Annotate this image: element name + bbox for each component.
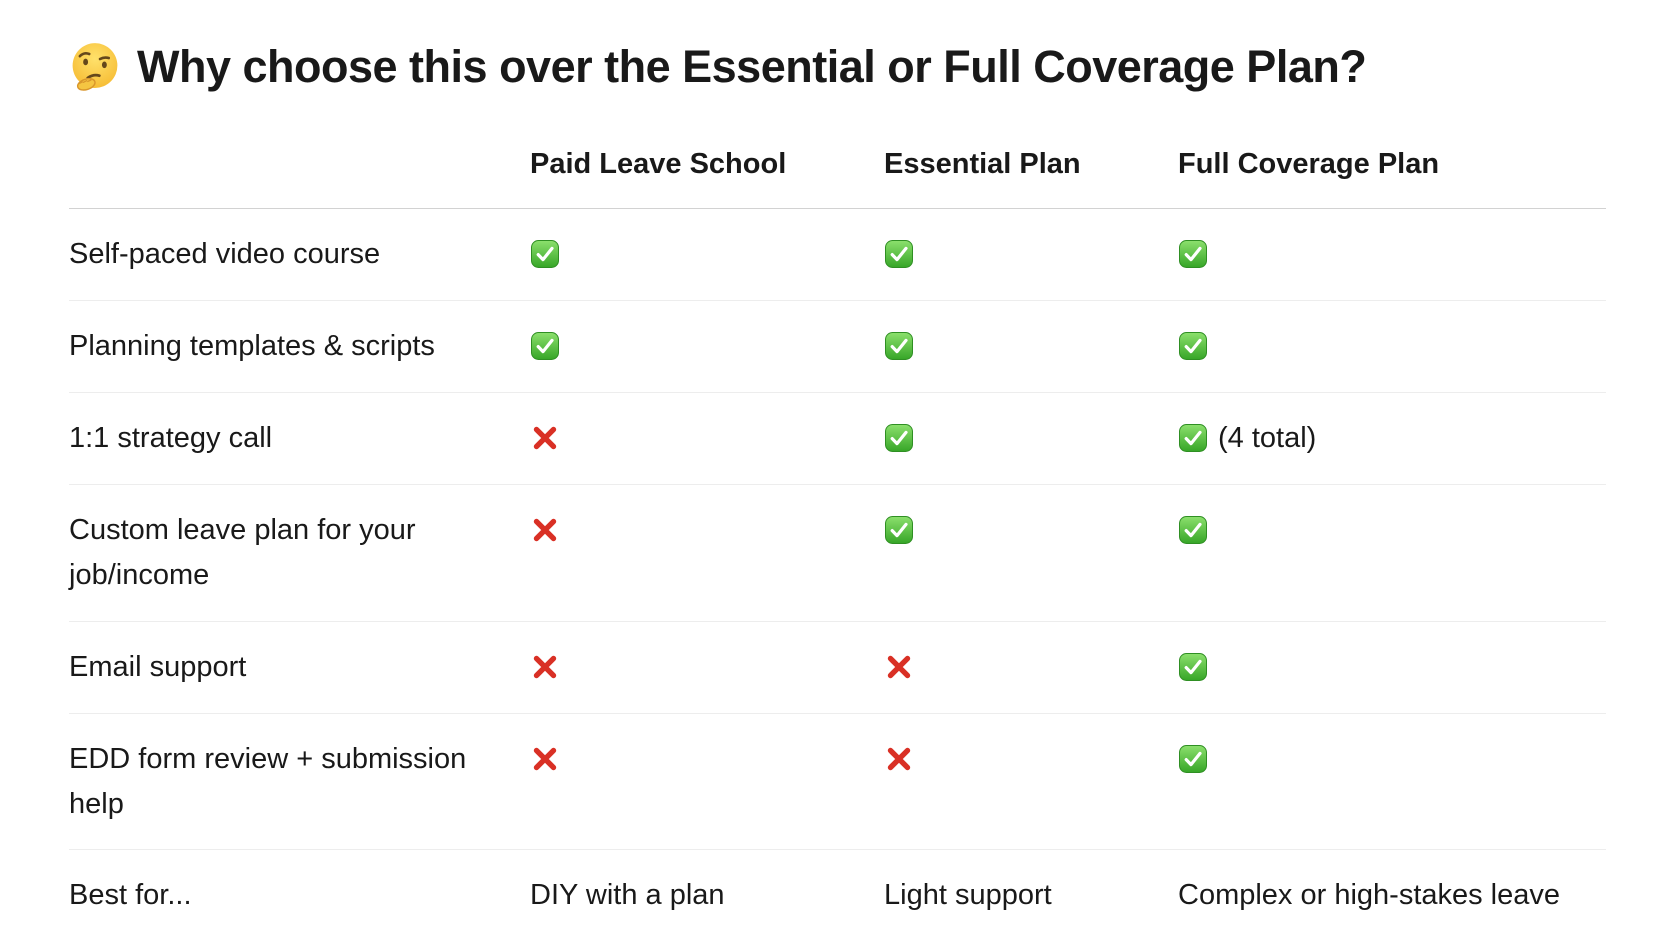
thinking-face-icon	[69, 41, 121, 93]
plan-cell	[530, 232, 884, 277]
plan-cell: DIY with a plan	[530, 873, 884, 918]
cross-icon	[884, 744, 914, 774]
table-body: Self-paced video course Planning template…	[69, 209, 1606, 941]
cross-icon	[884, 652, 914, 682]
plan-cell	[884, 232, 1178, 277]
cross-icon	[530, 652, 560, 682]
cross-icon	[530, 744, 560, 774]
check-icon	[1178, 744, 1208, 774]
feature-label: Email support	[69, 650, 247, 683]
header-essential-plan: Essential Plan	[884, 148, 1081, 180]
table-row: Planning templates & scripts	[69, 299, 1606, 392]
plan-cell	[530, 324, 884, 369]
plan-cell	[530, 737, 884, 782]
page-title-text: Why choose this over the Essential or Fu…	[137, 41, 1367, 92]
plan-cell	[884, 737, 1178, 782]
feature-label: 1:1 strategy call	[69, 421, 273, 454]
check-icon	[1178, 515, 1208, 545]
check-icon	[1178, 652, 1208, 682]
title-emphasis: this	[409, 41, 488, 92]
table-header-row: Paid Leave School Essential Plan Full Co…	[69, 128, 1606, 209]
plan-cell	[1178, 324, 1606, 369]
cell-note: (4 total)	[1218, 421, 1317, 454]
table-row: Email support	[69, 620, 1606, 713]
page-title: Why choose this over the Essential or Fu…	[69, 40, 1606, 94]
plan-cell	[1178, 232, 1606, 277]
cell-text: Light support	[884, 879, 1052, 912]
plan-cell	[1178, 645, 1606, 690]
plan-cell	[1178, 508, 1606, 553]
plan-cell	[1178, 737, 1606, 782]
table-row: Self-paced video course	[69, 209, 1606, 300]
plan-cell	[884, 416, 1178, 461]
cross-icon	[530, 423, 560, 453]
table-row: 1:1 strategy call (4 total)	[69, 391, 1606, 484]
table-row: EDD form review + submission help	[69, 712, 1606, 850]
check-icon	[1178, 331, 1208, 361]
check-icon	[884, 239, 914, 269]
cross-icon	[530, 515, 560, 545]
check-icon	[530, 239, 560, 269]
feature-label: Planning templates & scripts	[69, 329, 435, 362]
cell-text: Complex or high-stakes leave	[1178, 879, 1561, 912]
plan-cell	[530, 645, 884, 690]
feature-label: EDD form review + submission help	[69, 742, 467, 820]
plan-cell: Complex or high-stakes leave	[1178, 873, 1606, 918]
feature-label: Best for...	[69, 879, 192, 912]
header-full-coverage-plan: Full Coverage Plan	[1178, 148, 1440, 180]
plan-cell	[884, 645, 1178, 690]
cell-text: DIY with a plan	[530, 879, 725, 912]
table-row: Custom leave plan for your job/income	[69, 483, 1606, 621]
feature-label: Self-paced video course	[69, 237, 381, 270]
check-icon	[1178, 239, 1208, 269]
table-row: Best for... DIY with a plan Light support C…	[69, 849, 1606, 941]
plan-cell: Light support	[884, 873, 1178, 918]
plan-cell	[884, 508, 1178, 553]
check-icon	[884, 423, 914, 453]
check-icon	[884, 331, 914, 361]
plan-cell	[884, 324, 1178, 369]
header-paid-leave-school: Paid Leave School	[530, 148, 787, 180]
check-icon	[1178, 423, 1208, 453]
check-icon	[884, 515, 914, 545]
check-icon	[530, 331, 560, 361]
plan-cell	[530, 416, 884, 461]
plan-cell: (4 total)	[1178, 416, 1606, 461]
plan-cell	[530, 508, 884, 553]
plan-comparison-table: Paid Leave School Essential Plan Full Co…	[69, 128, 1606, 941]
feature-label: Custom leave plan for your job/income	[69, 513, 416, 591]
